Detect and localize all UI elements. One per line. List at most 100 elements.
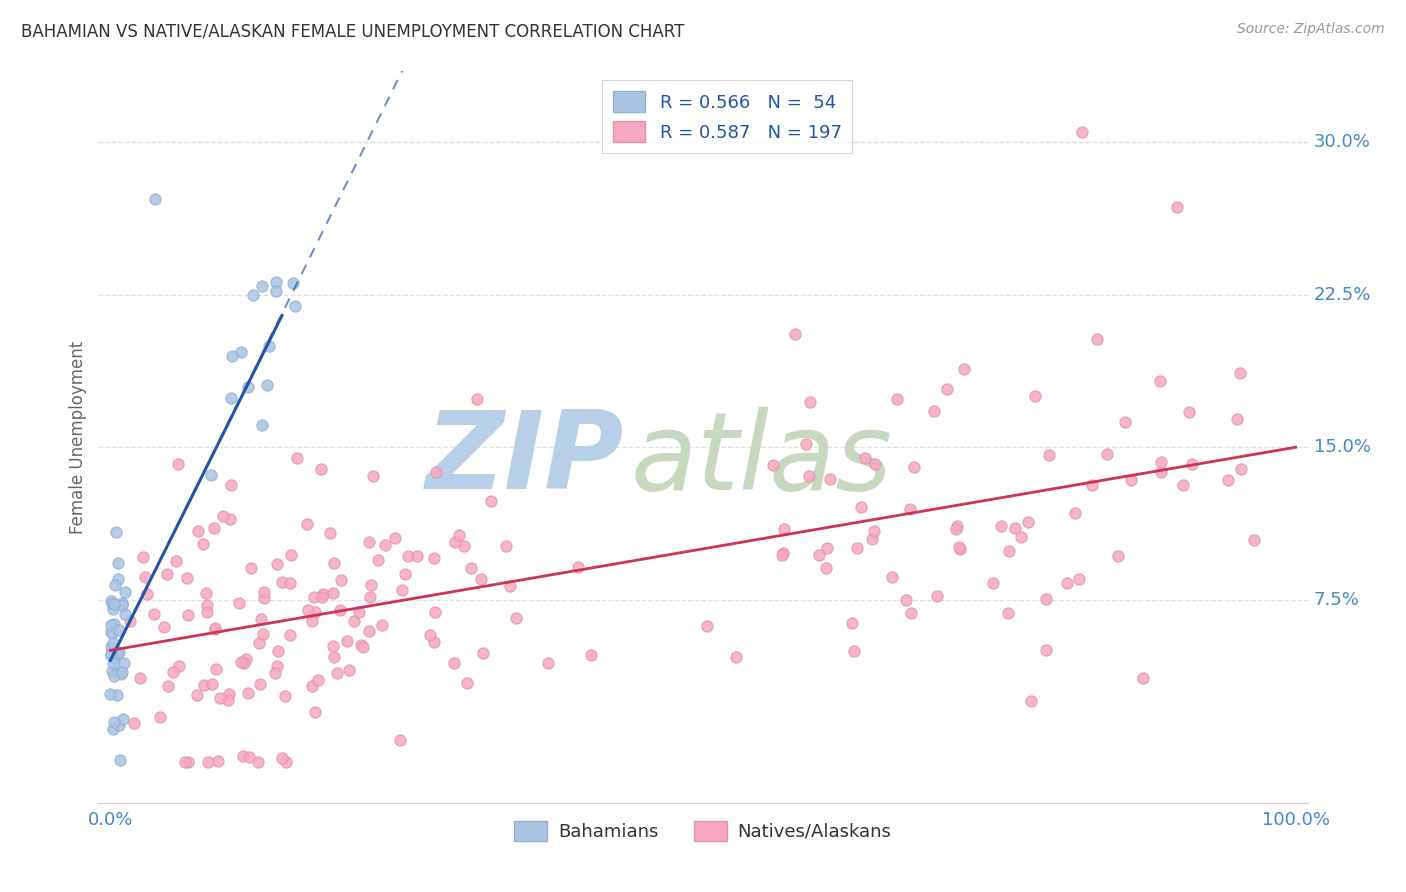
Point (394, 566, 416, 581)
Point (998, 544, 1021, 558)
Point (297, 603, 319, 617)
Point (844, 643, 866, 657)
Point (1071, 125, 1094, 139)
Point (935, 382, 957, 396)
Point (1166, 201, 1188, 215)
Point (103, 657, 125, 671)
Point (270, 751, 292, 765)
Point (419, 628, 441, 642)
Text: ZIP: ZIP (426, 406, 624, 512)
Point (367, 553, 389, 567)
Point (134, 570, 156, 584)
Point (153, 620, 176, 634)
Point (107, 556, 129, 570)
Point (853, 450, 876, 465)
Point (536, 656, 558, 670)
Point (143, 193, 166, 207)
Point (249, 676, 271, 690)
Point (236, 380, 259, 394)
Point (322, 586, 344, 600)
Point (266, 659, 288, 673)
Point (100, 647, 122, 661)
Point (238, 686, 260, 700)
Point (312, 587, 335, 601)
Point (108, 753, 131, 767)
Point (860, 532, 883, 546)
Point (1024, 389, 1046, 403)
Point (135, 587, 157, 601)
Text: 22.5%: 22.5% (1313, 285, 1371, 304)
Point (363, 468, 385, 483)
Point (107, 623, 129, 637)
Point (295, 516, 318, 531)
Point (104, 525, 127, 540)
Point (1226, 412, 1249, 426)
Point (762, 458, 785, 472)
Point (329, 602, 352, 616)
Point (922, 404, 945, 418)
Point (1107, 549, 1129, 563)
Point (443, 656, 465, 670)
Point (219, 511, 242, 525)
Point (360, 578, 382, 592)
Point (110, 667, 132, 681)
Point (101, 636, 124, 650)
Point (359, 624, 381, 639)
Point (105, 665, 128, 680)
Y-axis label: Female Unemployment: Female Unemployment (69, 341, 87, 533)
Point (499, 579, 522, 593)
Point (204, 621, 226, 635)
Point (176, 571, 198, 585)
Point (142, 607, 165, 622)
Point (304, 705, 326, 719)
Point (945, 519, 967, 533)
Point (101, 664, 124, 678)
Point (841, 615, 863, 630)
Point (264, 284, 287, 298)
Point (880, 569, 903, 583)
Point (149, 710, 172, 724)
Point (263, 665, 285, 680)
Point (797, 468, 820, 483)
Point (100, 593, 122, 607)
Point (479, 493, 502, 508)
Point (453, 539, 475, 553)
Point (396, 549, 419, 563)
Point (266, 557, 288, 571)
Point (900, 606, 922, 620)
Point (103, 669, 125, 683)
Point (948, 540, 970, 554)
Point (114, 607, 136, 622)
Point (276, 755, 298, 769)
Point (218, 687, 240, 701)
Point (1132, 671, 1154, 685)
Point (1056, 576, 1078, 591)
Point (217, 693, 239, 707)
Point (567, 559, 589, 574)
Point (233, 656, 256, 670)
Point (195, 605, 218, 619)
Point (1035, 591, 1057, 606)
Point (845, 541, 868, 556)
Point (724, 650, 747, 665)
Point (1229, 462, 1251, 476)
Point (101, 722, 124, 736)
Point (423, 634, 446, 648)
Point (1114, 415, 1136, 429)
Point (894, 592, 917, 607)
Point (322, 639, 344, 653)
Point (204, 622, 226, 636)
Point (156, 679, 179, 693)
Point (815, 561, 838, 575)
Point (108, 645, 131, 659)
Point (166, 457, 188, 471)
Point (981, 575, 1004, 590)
Point (1243, 533, 1265, 547)
Point (103, 715, 125, 730)
Point (187, 524, 209, 539)
Point (219, 478, 242, 492)
Point (177, 755, 200, 769)
Point (162, 665, 184, 679)
Point (886, 392, 908, 407)
Point (100, 640, 122, 654)
